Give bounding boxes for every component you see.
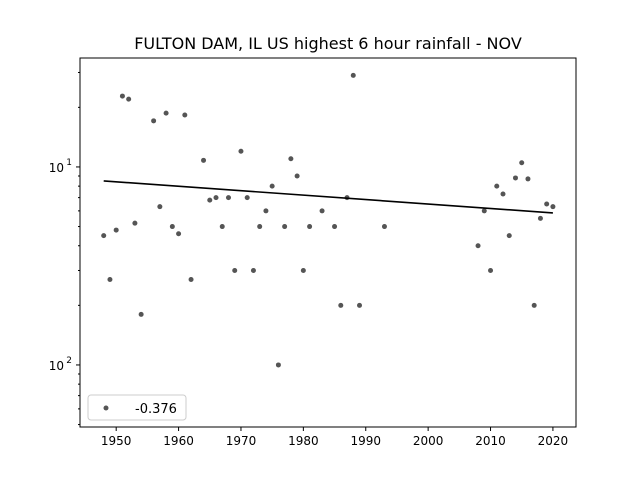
data-point	[494, 183, 500, 189]
data-point	[101, 233, 107, 239]
data-point	[544, 201, 550, 207]
y-tick-exponent: 1	[66, 158, 72, 168]
data-point	[201, 157, 207, 163]
data-point	[263, 208, 269, 214]
x-tick-label: 1980	[288, 434, 319, 448]
x-tick-label: 1950	[101, 434, 132, 448]
data-point	[525, 176, 531, 182]
data-point	[126, 96, 132, 102]
data-point	[481, 208, 487, 214]
x-tick-label: 1990	[350, 434, 381, 448]
data-point	[176, 231, 182, 237]
legend-label: -0.376	[135, 402, 177, 417]
data-point	[225, 195, 231, 201]
data-point	[138, 311, 144, 317]
data-point	[157, 204, 163, 210]
legend: -0.376	[87, 394, 187, 421]
data-point	[488, 267, 494, 273]
x-tick-label: 1970	[226, 434, 257, 448]
data-point	[475, 243, 481, 249]
x-tick-label: 1960	[163, 434, 194, 448]
data-point	[213, 195, 219, 201]
data-point	[188, 277, 194, 283]
plot-frame	[79, 57, 577, 428]
data-point	[113, 227, 119, 233]
y-tick-label: 10	[49, 161, 64, 175]
chart-title: FULTON DAM, IL US highest 6 hour rainfal…	[134, 34, 522, 53]
data-point	[257, 224, 263, 230]
trend-line	[103, 180, 553, 214]
data-point	[207, 197, 213, 203]
data-point	[250, 267, 256, 273]
y-tick-label: 10	[49, 359, 64, 373]
data-point	[500, 191, 506, 197]
data-point	[550, 204, 556, 210]
data-point	[350, 72, 356, 78]
data-point	[151, 118, 157, 124]
legend-marker	[103, 405, 109, 411]
data-point	[219, 224, 225, 230]
data-point	[512, 175, 518, 181]
data-point	[307, 224, 313, 230]
data-point	[119, 93, 125, 99]
data-point	[537, 215, 543, 221]
data-point	[107, 277, 113, 283]
x-tick-label: 2010	[475, 434, 506, 448]
data-point	[381, 224, 387, 230]
data-point	[163, 110, 169, 116]
data-point	[275, 362, 281, 368]
data-point	[338, 302, 344, 308]
data-point	[244, 195, 250, 201]
x-tick-label: 2000	[413, 434, 444, 448]
data-point	[300, 267, 306, 273]
data-point	[531, 302, 537, 308]
data-point	[282, 224, 288, 230]
data-point	[332, 224, 338, 230]
data-point	[519, 160, 525, 166]
data-point	[238, 148, 244, 154]
data-point	[269, 183, 275, 189]
data-point	[294, 173, 300, 179]
data-point	[232, 267, 238, 273]
data-point	[506, 233, 512, 239]
legend-box	[87, 394, 187, 421]
data-point	[132, 220, 138, 226]
data-point	[288, 156, 294, 162]
data-point	[169, 224, 175, 230]
y-tick-exponent: 2	[66, 356, 72, 366]
data-point	[182, 112, 188, 118]
data-point	[319, 208, 325, 214]
data-point	[357, 302, 363, 308]
x-tick-label: 2020	[538, 434, 569, 448]
